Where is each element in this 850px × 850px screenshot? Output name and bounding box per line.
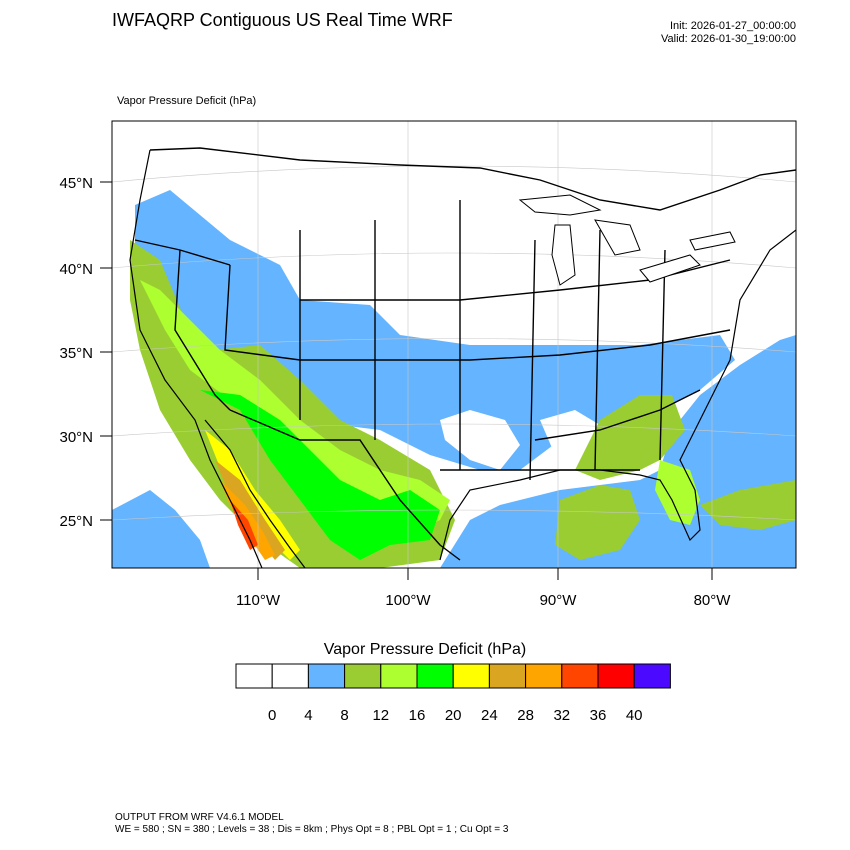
gulf-green-shade <box>555 485 640 560</box>
colorbar <box>235 663 671 689</box>
colorbar-labels: 0 4 8 12 16 20 24 28 32 36 40 <box>268 707 643 724</box>
southwest-lightgreen <box>140 280 450 545</box>
model-info: OUTPUT FROM WRF V4.6.1 MODEL <box>115 812 284 823</box>
graticule <box>112 121 796 568</box>
southwest-brightgreen <box>200 390 440 560</box>
lon-label-80: 80°W <box>694 592 732 609</box>
lat-label-25: 25°N <box>59 513 93 530</box>
colorbar-tick-label: 32 <box>553 707 570 724</box>
colorbar-tick-label: 36 <box>590 707 607 724</box>
lat-label-45: 45°N <box>59 175 93 192</box>
colorbar-box <box>561 663 599 689</box>
lon-ticks <box>257 568 713 580</box>
colorbar-tick-label: 24 <box>481 707 498 724</box>
colorbar-tick-label: 40 <box>626 707 643 724</box>
map-title: IWFAQRP Contiguous US Real Time WRF <box>112 10 453 30</box>
lat-label-35: 35°N <box>59 345 93 362</box>
colorbar-tick-label: 0 <box>268 707 276 724</box>
colorbar-tick-label: 20 <box>445 707 462 724</box>
great-lakes <box>518 194 736 286</box>
colorbar-tick-label: 12 <box>372 707 389 724</box>
colorbar-title: Vapor Pressure Deficit (hPa) <box>323 641 527 658</box>
caribbean-green-shade <box>700 480 796 530</box>
coastlines <box>129 149 796 568</box>
baja-gold <box>215 460 285 560</box>
lon-label-90: 90°W <box>540 592 578 609</box>
colorbar-tick-label: 4 <box>304 707 312 724</box>
map-area <box>112 121 796 568</box>
pacific-shade <box>112 490 210 568</box>
southeast-green <box>575 395 685 480</box>
map-frame <box>111 120 797 569</box>
valid-time: Valid: 2026-01-30_19:00:00 <box>661 33 796 45</box>
colorbar-tick-label: 28 <box>517 707 534 724</box>
colorbar-tick-label: 8 <box>340 707 348 724</box>
baja-redorange <box>230 500 258 550</box>
colorbar-box <box>488 663 527 689</box>
baja-yellow <box>205 430 300 560</box>
colorbar-tick-label: 16 <box>409 707 426 724</box>
lat-ticks <box>100 181 112 521</box>
init-time: Init: 2026-01-27_00:00:00 <box>670 20 796 32</box>
field-label: Vapor Pressure Deficit (hPa) <box>117 95 257 107</box>
colorbar-box <box>416 663 454 689</box>
colorbar-box <box>597 663 635 689</box>
colorbar-box <box>344 663 382 689</box>
lat-label-40: 40°N <box>59 261 93 278</box>
colorbar-box <box>235 663 273 689</box>
interior-white-patch-2 <box>540 410 600 455</box>
model-config: WE = 580 ; SN = 380 ; Levels = 38 ; Dis … <box>115 824 509 835</box>
colorbar-box <box>633 663 671 689</box>
lon-label-100: 100°W <box>385 592 431 609</box>
colorbar-box <box>271 663 309 689</box>
colorbar-box <box>452 663 490 689</box>
colorbar-box <box>307 663 346 689</box>
colorbar-box <box>380 663 418 689</box>
colorbar-box <box>525 663 563 689</box>
lat-label-30: 30°N <box>59 429 93 446</box>
lon-label-110: 110°W <box>236 592 281 609</box>
